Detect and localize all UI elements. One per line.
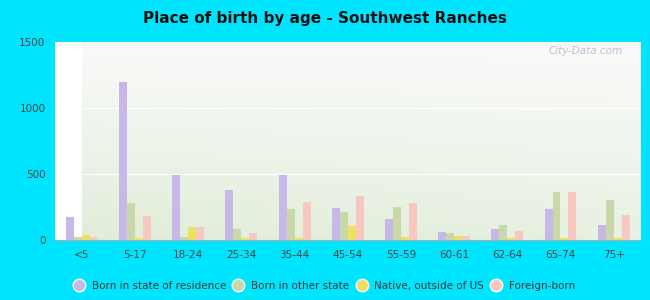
Bar — [614, 238, 621, 240]
Bar — [462, 236, 470, 240]
Bar — [621, 215, 630, 240]
Bar — [143, 216, 151, 240]
Bar — [196, 227, 204, 240]
Bar — [401, 237, 409, 240]
Bar — [287, 209, 294, 240]
Bar — [606, 200, 614, 240]
Bar — [332, 208, 340, 240]
Bar — [127, 203, 135, 240]
Bar — [90, 237, 97, 240]
Bar — [279, 175, 287, 240]
Bar — [340, 212, 348, 240]
Bar — [409, 203, 417, 240]
Bar — [119, 82, 127, 240]
Bar — [454, 236, 462, 240]
Bar — [188, 227, 196, 240]
Bar — [74, 237, 82, 240]
Bar — [515, 231, 523, 240]
Bar — [226, 190, 233, 240]
Bar — [446, 233, 454, 240]
Bar — [356, 196, 364, 240]
Bar — [250, 233, 257, 240]
Bar — [385, 219, 393, 240]
Bar — [135, 238, 143, 240]
Bar — [294, 238, 302, 240]
Bar — [598, 226, 606, 240]
Legend: Born in state of residence, Born in other state, Native, outside of US, Foreign-: Born in state of residence, Born in othe… — [71, 276, 579, 295]
Bar — [82, 235, 90, 240]
Bar — [438, 232, 446, 240]
Bar — [172, 175, 180, 240]
Bar — [302, 202, 311, 240]
Bar — [348, 226, 356, 240]
Text: City-Data.com: City-Data.com — [549, 46, 623, 56]
Bar — [552, 193, 560, 240]
Bar — [560, 238, 569, 240]
Text: Place of birth by age - Southwest Ranches: Place of birth by age - Southwest Ranche… — [143, 11, 507, 26]
Bar — [491, 229, 499, 240]
Bar — [180, 237, 188, 240]
Bar — [233, 229, 241, 240]
Bar — [499, 226, 507, 240]
Bar — [393, 207, 401, 240]
Bar — [241, 238, 250, 240]
Bar — [66, 217, 74, 240]
Bar — [507, 238, 515, 240]
Bar — [545, 209, 552, 240]
Bar — [569, 192, 577, 240]
